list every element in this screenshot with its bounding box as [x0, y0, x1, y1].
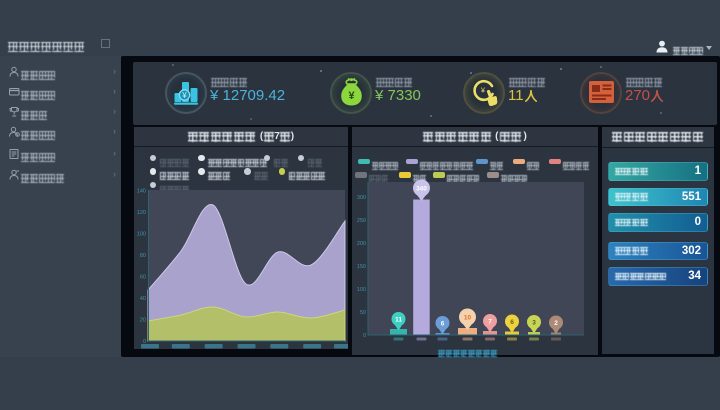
- svg-text:60: 60: [140, 275, 146, 281]
- svg-text:¥: ¥: [481, 86, 486, 95]
- svg-text:300: 300: [357, 195, 366, 201]
- svg-text:7: 7: [488, 318, 492, 325]
- svg-text:120: 120: [137, 210, 146, 216]
- svg-text:250: 250: [357, 218, 366, 224]
- svg-text:80: 80: [140, 253, 146, 259]
- svg-text:40: 40: [140, 296, 146, 302]
- svg-text:6: 6: [441, 320, 445, 327]
- svg-text:150: 150: [357, 264, 366, 270]
- svg-text:100: 100: [357, 287, 366, 293]
- svg-text:10: 10: [464, 314, 472, 321]
- svg-text:50: 50: [360, 310, 366, 316]
- svg-text:100: 100: [137, 232, 146, 238]
- svg-text:200: 200: [357, 241, 366, 247]
- svg-text:140: 140: [137, 189, 146, 195]
- svg-text:6: 6: [510, 319, 514, 326]
- svg-text:0: 0: [363, 333, 366, 339]
- svg-text:3: 3: [532, 319, 536, 326]
- svg-text:20: 20: [140, 318, 146, 324]
- svg-text:0: 0: [143, 339, 146, 345]
- svg-text:¥: ¥: [181, 91, 187, 100]
- svg-text:2: 2: [554, 320, 558, 327]
- svg-text:340: 340: [416, 185, 427, 192]
- svg-text:¥: ¥: [348, 90, 355, 102]
- svg-text:11: 11: [395, 316, 402, 323]
